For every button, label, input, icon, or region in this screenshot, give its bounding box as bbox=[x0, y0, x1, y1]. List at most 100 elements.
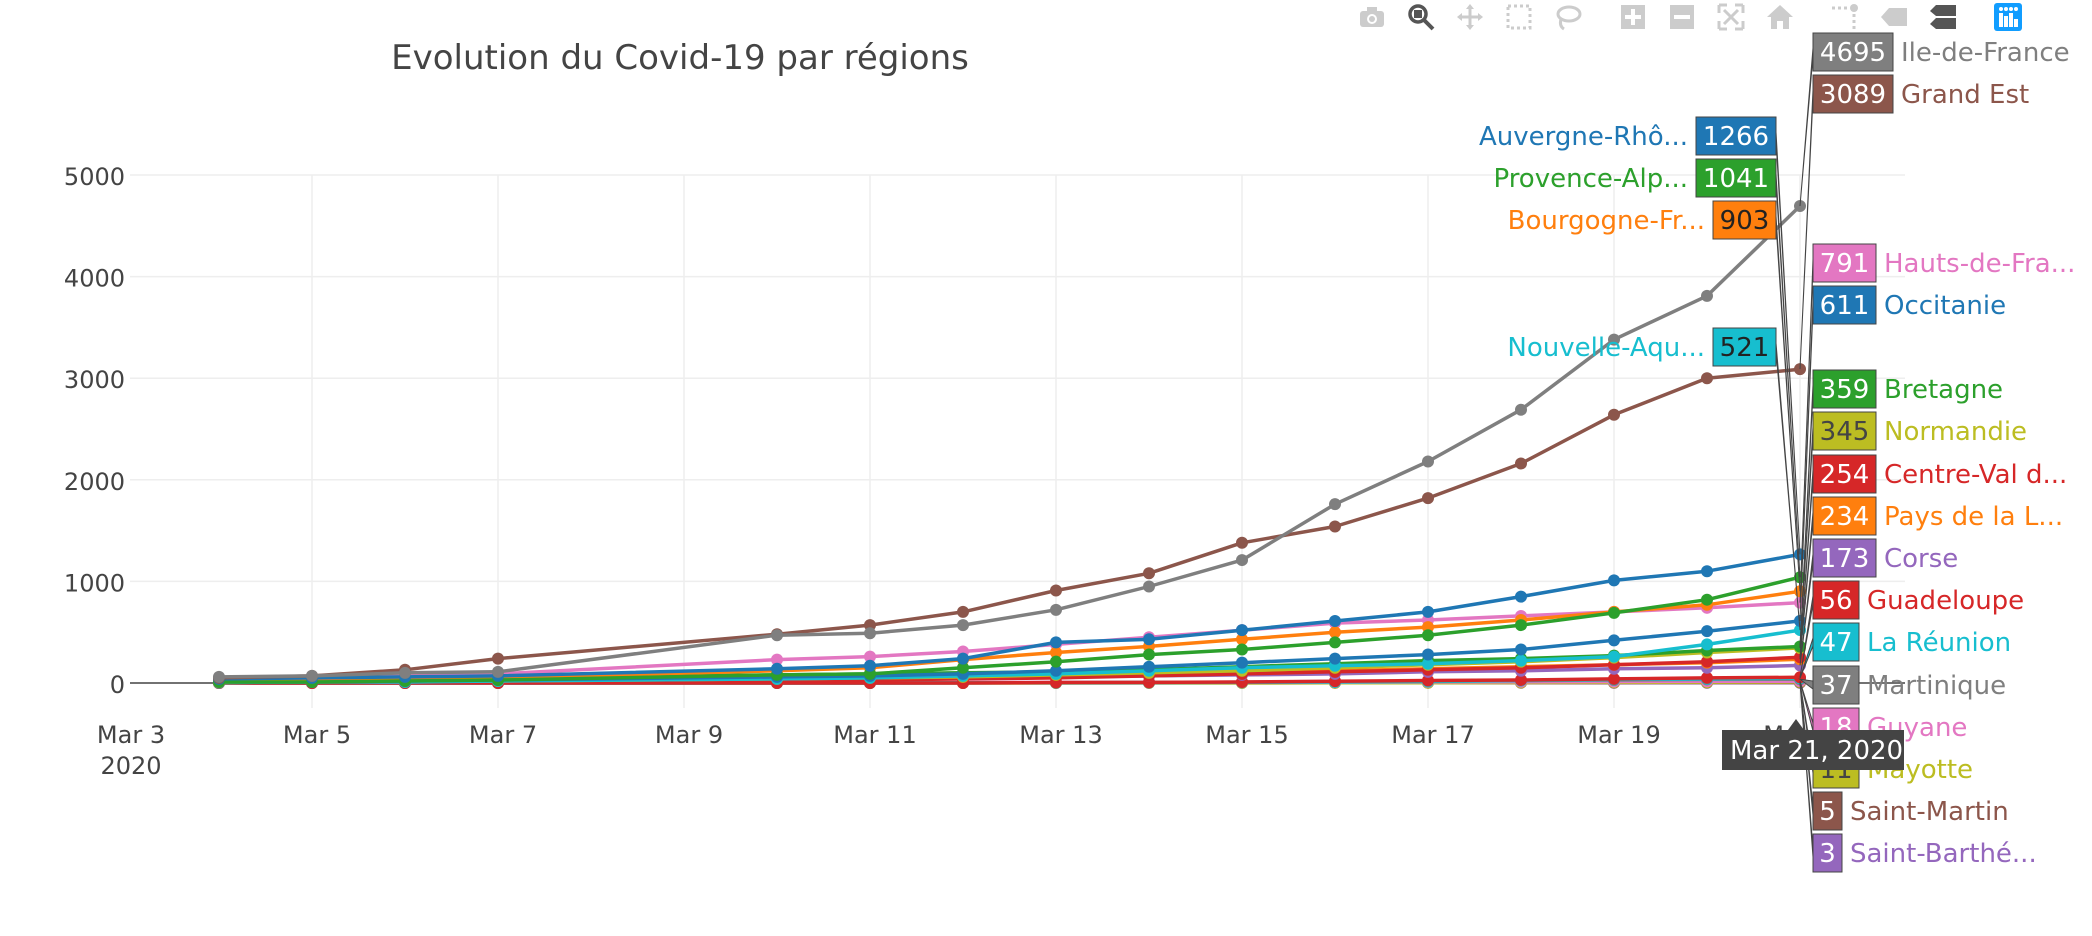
pan-icon-glyph bbox=[1455, 2, 1485, 32]
data-point[interactable] bbox=[1422, 606, 1434, 618]
data-point[interactable] bbox=[492, 653, 504, 665]
data-point[interactable] bbox=[1515, 404, 1527, 416]
hover-value: 3 bbox=[1819, 839, 1836, 869]
data-point[interactable] bbox=[1143, 633, 1155, 645]
zoom-out-icon-glyph bbox=[1667, 2, 1697, 32]
show-closest-hover-icon[interactable] bbox=[1877, 0, 1911, 34]
zoom-in-icon[interactable] bbox=[1616, 0, 1650, 34]
data-point[interactable] bbox=[1515, 655, 1527, 667]
data-point[interactable] bbox=[1422, 456, 1434, 468]
data-point[interactable] bbox=[1329, 521, 1341, 533]
hover-series-name: Grand Est bbox=[1901, 80, 2029, 110]
data-point[interactable] bbox=[1701, 594, 1713, 606]
data-point[interactable] bbox=[1608, 651, 1620, 663]
data-point[interactable] bbox=[1050, 656, 1062, 668]
data-point[interactable] bbox=[957, 606, 969, 618]
compare-hover-icon-glyph bbox=[1928, 2, 1958, 32]
data-point[interactable] bbox=[1608, 409, 1620, 421]
download-plot-icon[interactable] bbox=[1355, 0, 1389, 34]
hover-series-name: La Réunion bbox=[1867, 628, 2011, 658]
box-select-icon[interactable] bbox=[1502, 0, 1536, 34]
hover-value: 1266 bbox=[1703, 122, 1769, 152]
data-point[interactable] bbox=[864, 660, 876, 672]
data-point[interactable] bbox=[213, 671, 225, 683]
hover-series-name: Guadeloupe bbox=[1867, 586, 2024, 616]
data-point[interactable] bbox=[957, 619, 969, 631]
data-point[interactable] bbox=[1329, 615, 1341, 627]
plotly-logo-icon-glyph bbox=[1993, 2, 2023, 32]
data-point[interactable] bbox=[1701, 372, 1713, 384]
hover-series-name: Saint-Barthé... bbox=[1850, 839, 2037, 869]
hover-value: 4695 bbox=[1820, 38, 1886, 68]
hover-value: 791 bbox=[1820, 249, 1870, 279]
y-tick-label: 0 bbox=[110, 671, 125, 699]
zoom-out-icon[interactable] bbox=[1665, 0, 1699, 34]
hover-series-name: Hauts-de-Fra... bbox=[1884, 249, 2075, 279]
hover-value: 234 bbox=[1820, 502, 1870, 532]
series-line[interactable] bbox=[219, 369, 1800, 678]
data-point[interactable] bbox=[399, 667, 411, 679]
data-point[interactable] bbox=[1236, 657, 1248, 669]
series-1[interactable] bbox=[213, 363, 1806, 684]
x-tick-label: Mar 13 bbox=[1019, 721, 1102, 749]
x-tick-label: Mar 7 bbox=[469, 721, 537, 749]
data-point[interactable] bbox=[1143, 567, 1155, 579]
hover-series-name: Bretagne bbox=[1884, 375, 2003, 405]
plotly-logo-icon[interactable] bbox=[1991, 0, 2025, 34]
data-point[interactable] bbox=[957, 653, 969, 665]
data-point[interactable] bbox=[1050, 585, 1062, 597]
data-point[interactable] bbox=[306, 670, 318, 682]
lasso-select-icon[interactable] bbox=[1551, 0, 1585, 34]
data-point[interactable] bbox=[1515, 591, 1527, 603]
x-tick-label: Mar 9 bbox=[655, 721, 723, 749]
data-point[interactable] bbox=[1236, 554, 1248, 566]
download-plot-icon-glyph bbox=[1357, 2, 1387, 32]
data-point[interactable] bbox=[1701, 565, 1713, 577]
data-point[interactable] bbox=[1422, 629, 1434, 641]
data-point[interactable] bbox=[1329, 653, 1341, 665]
autoscale-icon-glyph bbox=[1716, 2, 1746, 32]
data-point[interactable] bbox=[1422, 649, 1434, 661]
data-point[interactable] bbox=[1236, 643, 1248, 655]
data-point[interactable] bbox=[1515, 619, 1527, 631]
data-point[interactable] bbox=[1050, 604, 1062, 616]
data-point[interactable] bbox=[1236, 624, 1248, 636]
data-point[interactable] bbox=[1608, 574, 1620, 586]
data-point[interactable] bbox=[1608, 634, 1620, 646]
data-point[interactable] bbox=[1236, 537, 1248, 549]
hover-label-5: 791 Hauts-de-Fra... bbox=[1813, 244, 2075, 282]
data-point[interactable] bbox=[771, 663, 783, 675]
x-tick-label: Mar 11 bbox=[833, 721, 916, 749]
series-0[interactable] bbox=[213, 200, 1806, 683]
data-point[interactable] bbox=[1701, 625, 1713, 637]
reset-axes-icon[interactable] bbox=[1763, 0, 1797, 34]
x-tick-year-label: 2020 bbox=[100, 752, 161, 780]
data-point[interactable] bbox=[1701, 638, 1713, 650]
data-point[interactable] bbox=[1143, 580, 1155, 592]
data-point[interactable] bbox=[1050, 636, 1062, 648]
x-tick-label: Mar 15 bbox=[1205, 721, 1288, 749]
data-point[interactable] bbox=[1422, 492, 1434, 504]
toggle-spike-lines-icon[interactable] bbox=[1828, 0, 1862, 34]
data-point[interactable] bbox=[1143, 661, 1155, 673]
data-point[interactable] bbox=[1515, 458, 1527, 470]
data-point[interactable] bbox=[1701, 290, 1713, 302]
hover-label-19: 3 Saint-Barthé... bbox=[1813, 834, 2037, 872]
zoom-icon[interactable] bbox=[1404, 0, 1438, 34]
hover-value: 173 bbox=[1820, 544, 1870, 574]
data-point[interactable] bbox=[1608, 607, 1620, 619]
data-point[interactable] bbox=[492, 666, 504, 678]
pan-icon[interactable] bbox=[1453, 0, 1487, 34]
data-point[interactable] bbox=[864, 627, 876, 639]
data-point[interactable] bbox=[1143, 649, 1155, 661]
hover-series-name: Martinique bbox=[1867, 671, 2006, 701]
autoscale-icon[interactable] bbox=[1714, 0, 1748, 34]
data-point[interactable] bbox=[1515, 643, 1527, 655]
data-point[interactable] bbox=[771, 629, 783, 641]
data-point[interactable] bbox=[1329, 498, 1341, 510]
data-point[interactable] bbox=[1329, 636, 1341, 648]
lasso-select-icon-glyph bbox=[1553, 2, 1583, 32]
compare-hover-icon[interactable] bbox=[1926, 0, 1960, 34]
